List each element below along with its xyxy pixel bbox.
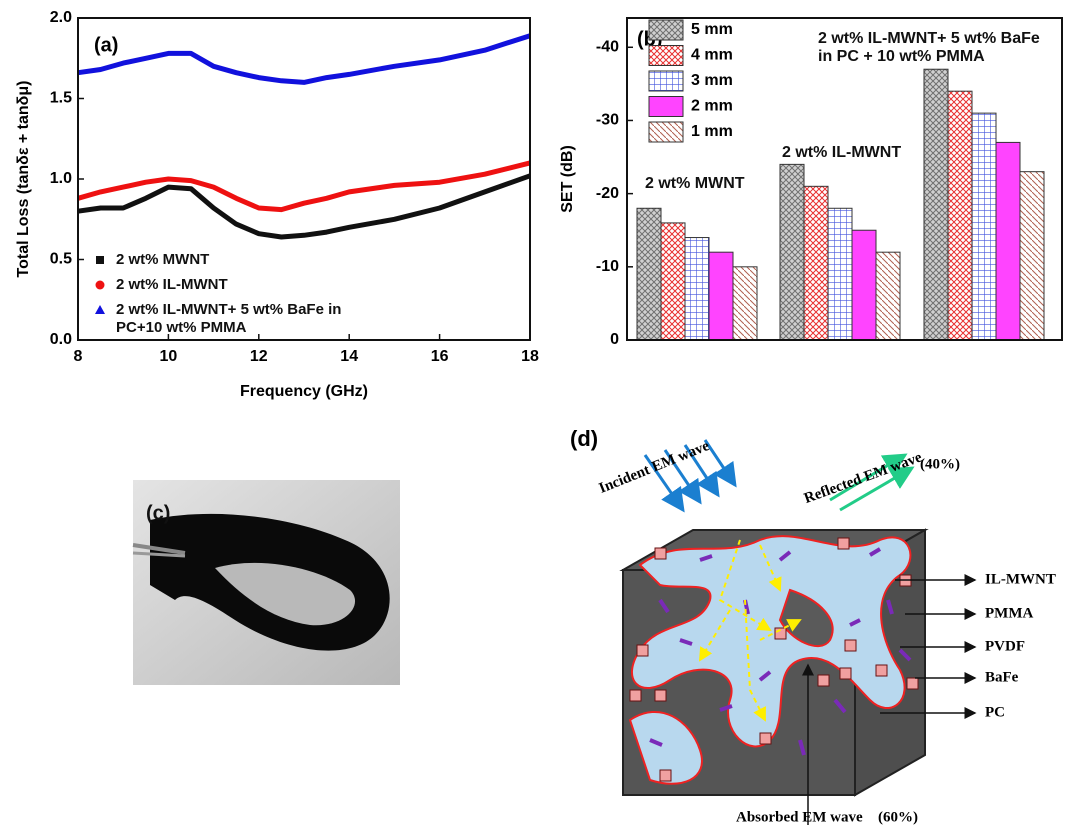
x-tick-label: 10: [160, 348, 178, 365]
legend-swatch: [649, 46, 683, 66]
legend-swatch: [649, 71, 683, 91]
y-tick-label: 0.5: [50, 251, 72, 268]
legend-marker: [96, 256, 104, 264]
x-tick-label: 12: [250, 348, 268, 365]
y-tick-label: 0.0: [50, 331, 72, 348]
legend-label: 1 mm: [691, 123, 733, 140]
category-label: 2 wt% IL-MWNT: [782, 144, 901, 162]
data-line: [78, 176, 530, 237]
x-axis-label: Frequency (GHz): [240, 383, 368, 400]
component-label: PMMA: [985, 605, 1033, 621]
x-tick-label: 16: [431, 348, 449, 365]
y-tick-label: 1.5: [50, 90, 72, 107]
reflected-label: Reflected EM wave: [802, 449, 924, 507]
photo: (c): [133, 480, 400, 685]
y-tick-label: -40: [596, 38, 619, 55]
y-tick-label: 1.0: [50, 170, 72, 187]
y-tick-label: -20: [596, 185, 619, 202]
bar: [948, 91, 972, 340]
incident-label: Incident EM wave: [597, 438, 712, 497]
figure-canvas: (c) (d) Incident EM wave Reflected EM wa…: [0, 0, 1082, 830]
y-tick-label: 2.0: [50, 9, 72, 26]
absorbed-label: Absorbed EM wave: [736, 809, 863, 825]
y-axis-label: SET (dB): [559, 145, 576, 213]
bar: [780, 164, 804, 340]
x-tick-label: 18: [521, 348, 539, 365]
y-axis-label: Total Loss (tanδε + tanδμ): [15, 81, 32, 278]
panel-label: (d): [570, 426, 598, 451]
panel-label: (a): [94, 34, 118, 56]
legend-label: 2 wt% MWNT: [116, 251, 346, 269]
legend-swatch: [649, 20, 683, 40]
bar: [709, 252, 733, 340]
legend-label: 3 mm: [691, 72, 733, 89]
data-line: [78, 36, 530, 83]
bar: [828, 208, 852, 340]
bar: [685, 238, 709, 340]
component-label: PVDF: [985, 638, 1025, 654]
y-tick-label: 0: [610, 331, 619, 348]
bar: [661, 223, 685, 340]
legend-swatch: [649, 97, 683, 117]
legend-label: 2 wt% IL-MWNT: [116, 276, 346, 294]
bar: [852, 230, 876, 340]
y-tick-label: -10: [596, 258, 619, 275]
legend-label: 2 wt% IL-MWNT+ 5 wt% BaFe in PC+10 wt% P…: [116, 301, 346, 337]
legend-label: 5 mm: [691, 21, 733, 38]
x-tick-label: 8: [74, 348, 83, 365]
legend-swatch: [649, 122, 683, 142]
category-label: 2 wt% MWNT: [645, 175, 745, 193]
component-label: IL-MWNT: [985, 571, 1056, 587]
x-tick-label: 14: [340, 348, 358, 365]
category-label: 2 wt% IL-MWNT+ 5 wt% BaFe in PC + 10 wt%…: [818, 30, 1053, 66]
panel-label: (c): [146, 502, 170, 524]
diagram: (d) Incident EM wave Reflected EM wave (…: [570, 426, 975, 826]
y-tick-label: -30: [596, 112, 619, 129]
absorbed-share: (60%): [878, 809, 918, 825]
bar: [996, 142, 1020, 340]
legend-label: 4 mm: [691, 47, 733, 64]
reflected-share: (40%): [920, 456, 960, 472]
legend-label: 2 mm: [691, 98, 733, 115]
bar: [637, 208, 661, 340]
bar: [972, 113, 996, 340]
bar: [876, 252, 900, 340]
component-label: PC: [985, 704, 1005, 720]
bar: [924, 69, 948, 340]
legend-marker: [95, 305, 105, 314]
bar: [804, 186, 828, 340]
bar: [1020, 172, 1044, 340]
bar: [733, 267, 757, 340]
component-label: BaFe: [985, 669, 1019, 685]
legend-marker: [96, 281, 105, 290]
figure: (c) (d) Incident EM wave Reflected EM wa…: [0, 0, 1082, 830]
